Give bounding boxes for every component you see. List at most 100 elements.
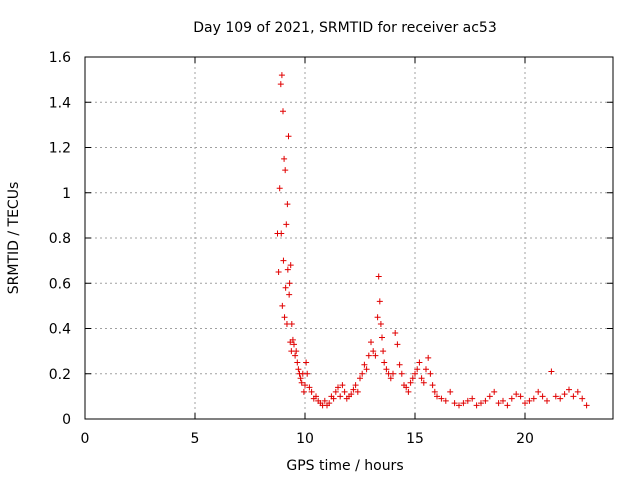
data-point — [377, 320, 384, 327]
data-point — [544, 397, 550, 404]
data-point — [409, 375, 416, 382]
data-point — [387, 375, 394, 382]
data-point — [535, 388, 542, 395]
data-point — [280, 108, 286, 115]
data-point — [352, 382, 359, 389]
data-point — [390, 370, 396, 377]
data-point — [526, 397, 533, 404]
data-point — [383, 366, 390, 373]
y-tick-label: 1 — [62, 186, 71, 202]
data-point — [456, 402, 462, 409]
y-tick-label: 0.4 — [49, 322, 71, 338]
x-axis-label: GPS time / hours — [286, 458, 403, 474]
data-point — [348, 391, 355, 398]
data-point — [425, 354, 432, 361]
data-point — [405, 388, 412, 395]
data-point — [283, 221, 290, 228]
data-point — [280, 257, 287, 264]
data-point — [291, 341, 297, 348]
x-tick-label: 0 — [81, 431, 90, 447]
data-point — [350, 386, 357, 393]
data-point — [313, 393, 319, 400]
data-point — [284, 201, 291, 208]
data-point — [566, 386, 572, 393]
data-point — [282, 167, 289, 174]
data-point — [414, 366, 421, 373]
data-point — [339, 382, 346, 389]
data-point — [420, 379, 427, 386]
y-tick-labels: 0 0.2 0.4 0.6 0.8 1 1.2 1.4 1.6 — [49, 50, 71, 428]
data-point — [473, 402, 480, 409]
data-point — [491, 388, 498, 395]
data-point — [427, 370, 434, 377]
data-point — [361, 361, 368, 368]
data-point — [438, 395, 445, 402]
data-point — [530, 395, 537, 402]
data-point — [292, 352, 299, 359]
data-point — [486, 393, 493, 400]
data-point — [357, 375, 363, 382]
data-point — [279, 302, 286, 309]
data-point — [431, 388, 438, 395]
data-point — [335, 384, 341, 391]
data-point — [522, 400, 528, 407]
data-point — [517, 393, 524, 400]
data-point — [285, 133, 292, 140]
data-point — [304, 370, 311, 377]
data-point — [561, 391, 568, 398]
data-point — [548, 368, 555, 375]
y-tick-label: 0 — [62, 412, 71, 428]
grid-lines — [85, 57, 613, 419]
x-tick-label: 5 — [191, 431, 200, 447]
data-point — [407, 379, 414, 386]
data-point — [275, 268, 282, 275]
data-point — [277, 81, 284, 88]
data-point — [552, 393, 559, 400]
y-tick-label: 0.8 — [49, 231, 71, 247]
data-point — [579, 395, 586, 402]
data-point — [359, 370, 366, 377]
data-point — [570, 393, 577, 400]
data-point — [332, 388, 339, 395]
data-point — [464, 397, 471, 404]
data-point — [281, 155, 288, 162]
data-point — [326, 400, 333, 407]
data-point — [284, 266, 291, 273]
data-point — [434, 393, 440, 400]
data-point — [469, 395, 476, 402]
y-tick-label: 1.4 — [49, 95, 71, 111]
y-tick-label: 0.2 — [49, 367, 71, 383]
axis-ticks — [84, 56, 613, 420]
data-point — [337, 393, 344, 400]
data-point — [288, 320, 295, 327]
data-point — [302, 382, 308, 389]
data-point — [500, 397, 506, 404]
y-tick-label: 1.6 — [49, 50, 71, 66]
data-point — [396, 361, 403, 368]
data-point — [354, 388, 361, 395]
data-points — [274, 72, 590, 409]
y-tick-label: 1.2 — [49, 141, 71, 157]
data-point — [306, 384, 313, 391]
data-point — [495, 400, 502, 407]
data-point — [282, 284, 289, 291]
data-point — [330, 395, 337, 402]
data-point — [557, 395, 564, 402]
data-point — [442, 397, 449, 404]
data-point — [482, 397, 489, 404]
data-point — [308, 388, 315, 395]
y-tick-label: 0.6 — [49, 276, 71, 292]
data-point — [460, 400, 467, 407]
data-point — [447, 388, 454, 395]
y-axis-label: SRMTID / TECUs — [6, 182, 22, 295]
data-point — [539, 393, 546, 400]
data-point — [416, 359, 423, 366]
data-point — [376, 298, 383, 305]
data-point — [286, 280, 293, 287]
data-point — [278, 230, 285, 237]
data-point — [508, 395, 515, 402]
data-point — [374, 314, 381, 321]
data-point — [287, 262, 294, 269]
data-point — [504, 402, 511, 409]
data-point — [298, 379, 305, 386]
